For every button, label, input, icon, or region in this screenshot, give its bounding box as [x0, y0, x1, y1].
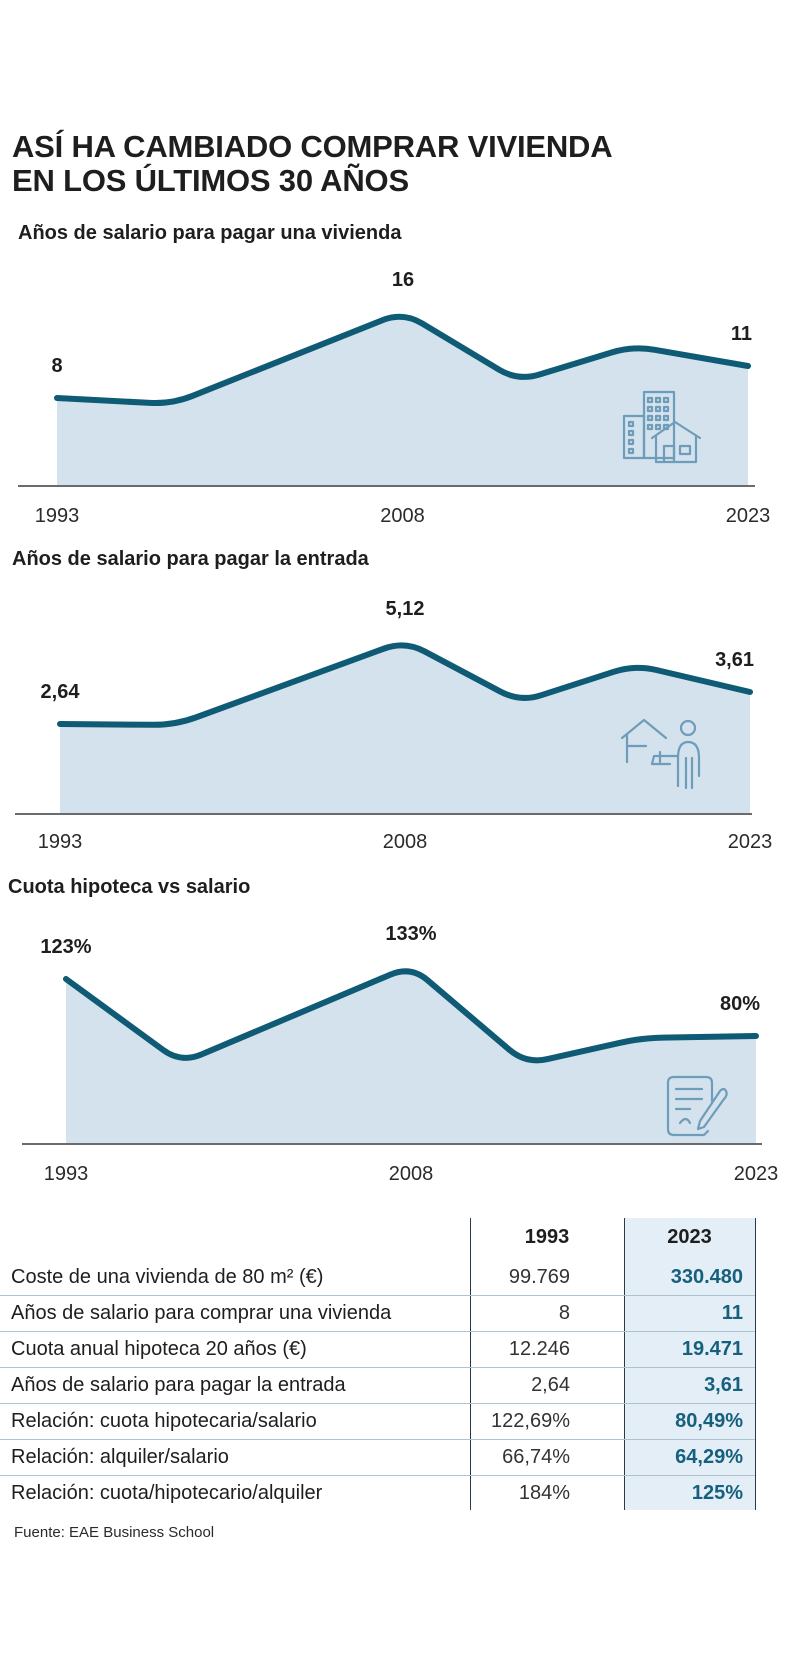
column-divider [624, 1218, 625, 1510]
person-house-icon [620, 718, 701, 790]
table-row: Cuota anual hipoteca 20 años (€) 12.246 19… [0, 1332, 755, 1368]
row-separator [0, 1403, 755, 1404]
source-note: Fuente: EAE Business School [14, 1524, 215, 1541]
row-separator [0, 1295, 755, 1296]
x-tick-label: 2008 [389, 1163, 434, 1185]
data-label: 3,61 [715, 649, 754, 671]
area-fill [60, 645, 750, 813]
table-row: Coste de una vivienda de 80 m² (€) 99.769… [0, 1260, 755, 1296]
data-label: 8 [51, 355, 62, 377]
column-header-1993: 1993 [524, 1226, 570, 1248]
row-separator [0, 1475, 755, 1476]
cell-2023: 19.471 [681, 1338, 743, 1360]
row-separator [0, 1367, 755, 1368]
area-fill [57, 316, 748, 485]
x-tick-label: 2023 [726, 505, 771, 527]
data-label: 133% [385, 923, 436, 945]
cell-1993: 2,64 [531, 1374, 570, 1396]
chart-2-title: Años de salario para pagar la entrada [12, 548, 369, 570]
column-divider [470, 1218, 471, 1510]
x-tick-label: 2023 [734, 1163, 779, 1185]
x-tick-label: 1993 [38, 831, 83, 853]
x-tick-label: 2008 [380, 505, 425, 527]
chart-1-title: Años de salario para pagar una vivienda [18, 222, 402, 244]
series-line [54, 313, 751, 407]
table-row: Relación: cuota/hipotecario/alquiler 184%… [0, 1476, 755, 1512]
data-label: 11 [731, 323, 752, 345]
series-line [63, 968, 759, 1064]
chart-salary-years-house: 1993 2008 2023 8 16 11 [18, 269, 771, 527]
series-line [57, 642, 753, 728]
row-label: Coste de una vivienda de 80 m² (€) [11, 1266, 324, 1288]
cell-1993: 8 [558, 1302, 570, 1324]
chart-3-title: Cuota hipoteca vs salario [8, 876, 251, 898]
data-label: 123% [40, 936, 91, 958]
row-label: Años de salario para pagar la entrada [11, 1374, 346, 1396]
x-tick-label: 1993 [44, 1163, 89, 1185]
page-title: ASÍ HA CAMBIADO COMPRAR VIVIENDA EN LOS … [12, 130, 712, 198]
row-label: Relación: cuota/hipotecario/alquiler [11, 1482, 323, 1504]
cell-2023: 330.480 [670, 1266, 743, 1288]
column-header-2023: 2023 [667, 1226, 712, 1248]
table-row: Relación: alquiler/salario 66,74% 64,29% [0, 1440, 755, 1476]
table-row: Años de salario para comprar una viviend… [0, 1296, 755, 1332]
column-2023-highlight [624, 1218, 755, 1510]
chart-mortgage-vs-salary: 1993 2008 2023 123% 133% 80% [22, 923, 779, 1185]
x-tick-label: 1993 [35, 505, 80, 527]
cell-2023: 80,49% [675, 1410, 743, 1432]
table-row: Relación: cuota hipotecaria/salario 122,6… [0, 1404, 755, 1440]
column-divider [755, 1218, 756, 1510]
cell-2023: 64,29% [675, 1446, 743, 1468]
row-label: Años de salario para comprar una viviend… [11, 1302, 392, 1324]
area-fill [66, 971, 756, 1143]
data-label: 5,12 [386, 598, 425, 620]
document-pen-icon [666, 1075, 728, 1137]
comparison-table: 1993 2023 Coste de una vivienda de 80 m²… [0, 1218, 800, 1510]
x-tick-label: 2008 [383, 831, 428, 853]
cell-1993: 122,69% [491, 1410, 570, 1432]
buildings-house-icon [622, 390, 702, 464]
row-label: Relación: cuota hipotecaria/salario [11, 1410, 317, 1432]
cell-1993: 66,74% [502, 1446, 570, 1468]
data-label: 16 [392, 269, 414, 291]
cell-2023: 11 [721, 1302, 743, 1324]
title-line-2: EN LOS ÚLTIMOS 30 AÑOS [12, 163, 409, 198]
data-label: 80% [720, 993, 760, 1015]
row-label: Relación: alquiler/salario [11, 1446, 229, 1468]
cell-2023: 125% [691, 1482, 743, 1504]
table-row: Años de salario para pagar la entrada 2,6… [0, 1368, 755, 1404]
cell-1993: 12.246 [508, 1338, 570, 1360]
cell-1993: 99.769 [508, 1266, 570, 1288]
cell-2023: 3,61 [704, 1374, 743, 1396]
x-tick-label: 2023 [728, 831, 773, 853]
row-separator [0, 1331, 755, 1332]
cell-1993: 184% [518, 1482, 570, 1504]
chart-salary-years-downpayment: 1993 2008 2023 2,64 5,12 3,61 [15, 598, 773, 853]
title-line-1: ASÍ HA CAMBIADO COMPRAR VIVIENDA [12, 129, 613, 164]
data-label: 2,64 [41, 681, 81, 703]
row-separator [0, 1439, 755, 1440]
row-label: Cuota anual hipoteca 20 años (€) [11, 1338, 307, 1360]
